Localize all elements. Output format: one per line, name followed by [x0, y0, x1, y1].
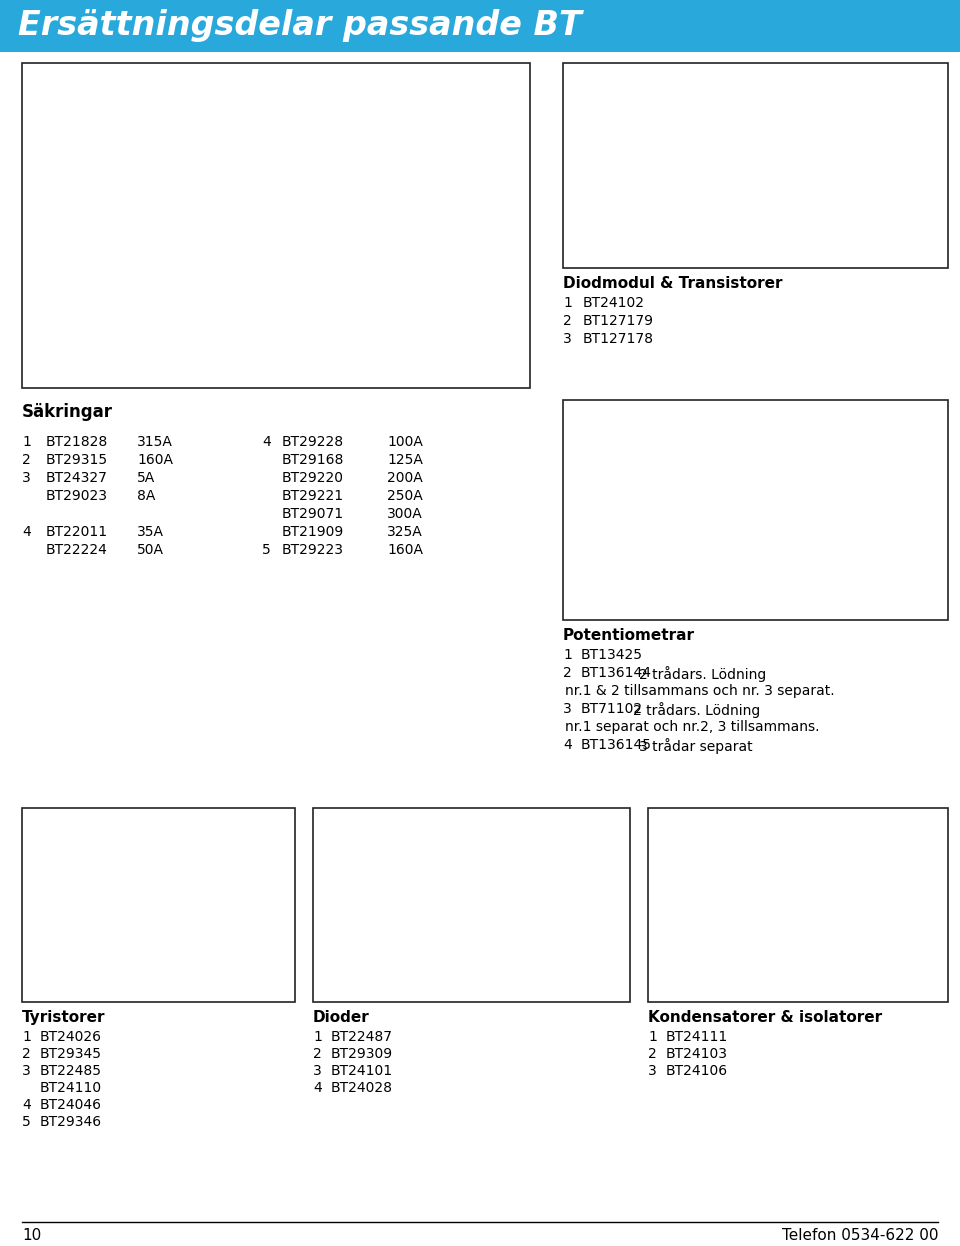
Text: 1: 1: [563, 648, 572, 662]
Text: BT22011: BT22011: [46, 525, 108, 540]
Text: BT24110: BT24110: [40, 1082, 102, 1095]
Text: BT29223: BT29223: [282, 543, 344, 557]
Text: 250A: 250A: [387, 488, 422, 503]
Text: 1: 1: [22, 1030, 31, 1044]
Text: BT29228: BT29228: [282, 435, 344, 449]
Text: 10: 10: [22, 1229, 41, 1244]
Text: BT29346: BT29346: [40, 1115, 102, 1129]
Text: BT22485: BT22485: [40, 1064, 102, 1078]
Text: BT29315: BT29315: [46, 454, 108, 467]
Text: BT136145: BT136145: [581, 738, 652, 753]
Text: 2 trådars. Lödning: 2 trådars. Lödning: [633, 701, 760, 718]
Text: BT24106: BT24106: [666, 1064, 728, 1078]
Text: BT29309: BT29309: [331, 1047, 394, 1062]
Text: BT29220: BT29220: [282, 471, 344, 485]
Text: 3: 3: [648, 1064, 657, 1078]
Text: BT22487: BT22487: [331, 1030, 393, 1044]
Text: 1: 1: [22, 435, 31, 449]
Bar: [563, 400, 948, 621]
Text: 2: 2: [22, 1047, 31, 1062]
Text: 315A: 315A: [137, 435, 173, 449]
Text: BT24028: BT24028: [331, 1082, 393, 1095]
Text: BT29071: BT29071: [282, 507, 344, 521]
Text: 2: 2: [563, 314, 572, 328]
Text: 8A: 8A: [137, 488, 156, 503]
Text: BT21828: BT21828: [46, 435, 108, 449]
Text: BT21909: BT21909: [282, 525, 345, 540]
Text: BT22224: BT22224: [46, 543, 108, 557]
Text: 200A: 200A: [387, 471, 422, 485]
Text: 2 trådars. Lödning: 2 trådars. Lödning: [639, 667, 767, 682]
Bar: [563, 64, 948, 268]
Text: 3: 3: [563, 331, 572, 346]
Text: 160A: 160A: [137, 454, 173, 467]
Text: BT24111: BT24111: [666, 1030, 729, 1044]
Text: Telefon 0534-622 00: Telefon 0534-622 00: [781, 1229, 938, 1244]
Text: BT127178: BT127178: [583, 331, 654, 346]
Text: 2: 2: [563, 667, 572, 680]
Text: 325A: 325A: [387, 525, 422, 540]
Text: BT24046: BT24046: [40, 1098, 102, 1111]
Text: Tyristorer: Tyristorer: [22, 1011, 106, 1025]
Text: 1: 1: [648, 1030, 657, 1044]
Text: BT24327: BT24327: [46, 471, 108, 485]
Text: Potentiometrar: Potentiometrar: [563, 628, 695, 643]
Text: 3: 3: [22, 471, 31, 485]
Text: BT24102: BT24102: [583, 297, 645, 310]
Text: 3 trådar separat: 3 trådar separat: [639, 738, 753, 754]
Text: 4: 4: [22, 525, 31, 540]
Text: Diodmodul & Transistorer: Diodmodul & Transistorer: [563, 277, 782, 292]
Text: 5A: 5A: [137, 471, 156, 485]
Text: nr.1 & 2 tillsammans och nr. 3 separat.: nr.1 & 2 tillsammans och nr. 3 separat.: [565, 684, 834, 698]
Text: BT24103: BT24103: [666, 1047, 728, 1062]
Text: 3: 3: [563, 701, 572, 716]
Text: BT29168: BT29168: [282, 454, 345, 467]
Text: BT29221: BT29221: [282, 488, 344, 503]
Text: 50A: 50A: [137, 543, 164, 557]
Text: 4: 4: [563, 738, 572, 753]
Text: 4: 4: [22, 1098, 31, 1111]
Bar: [313, 807, 630, 1002]
Text: 3: 3: [313, 1064, 322, 1078]
Text: Säkringar: Säkringar: [22, 402, 113, 421]
Text: 35A: 35A: [137, 525, 164, 540]
Text: 125A: 125A: [387, 454, 422, 467]
Text: BT136144: BT136144: [581, 667, 652, 680]
Text: BT127179: BT127179: [583, 314, 654, 328]
Text: 160A: 160A: [387, 543, 423, 557]
Text: BT71102: BT71102: [581, 701, 643, 716]
Bar: [22, 64, 530, 388]
Text: nr.1 separat och nr.2, 3 tillsammans.: nr.1 separat och nr.2, 3 tillsammans.: [565, 720, 820, 734]
Text: Kondensatorer & isolatorer: Kondensatorer & isolatorer: [648, 1011, 882, 1025]
Bar: [648, 807, 948, 1002]
Text: 4: 4: [313, 1082, 322, 1095]
Text: 5: 5: [262, 543, 271, 557]
Bar: [22, 807, 295, 1002]
Text: BT24026: BT24026: [40, 1030, 102, 1044]
Text: BT29345: BT29345: [40, 1047, 102, 1062]
Text: 100A: 100A: [387, 435, 422, 449]
Text: 5: 5: [22, 1115, 31, 1129]
Text: 1: 1: [563, 297, 572, 310]
Bar: [0, 0, 960, 52]
Text: 1: 1: [313, 1030, 322, 1044]
Text: Dioder: Dioder: [313, 1011, 370, 1025]
Text: 300A: 300A: [387, 507, 422, 521]
Text: 2: 2: [648, 1047, 657, 1062]
Text: BT13425: BT13425: [581, 648, 643, 662]
Text: 4: 4: [262, 435, 271, 449]
Text: 2: 2: [313, 1047, 322, 1062]
Text: BT24101: BT24101: [331, 1064, 394, 1078]
Text: Ersättningsdelar passande BT: Ersättningsdelar passande BT: [18, 10, 582, 42]
Text: 2: 2: [22, 454, 31, 467]
Text: 3: 3: [22, 1064, 31, 1078]
Text: BT29023: BT29023: [46, 488, 108, 503]
